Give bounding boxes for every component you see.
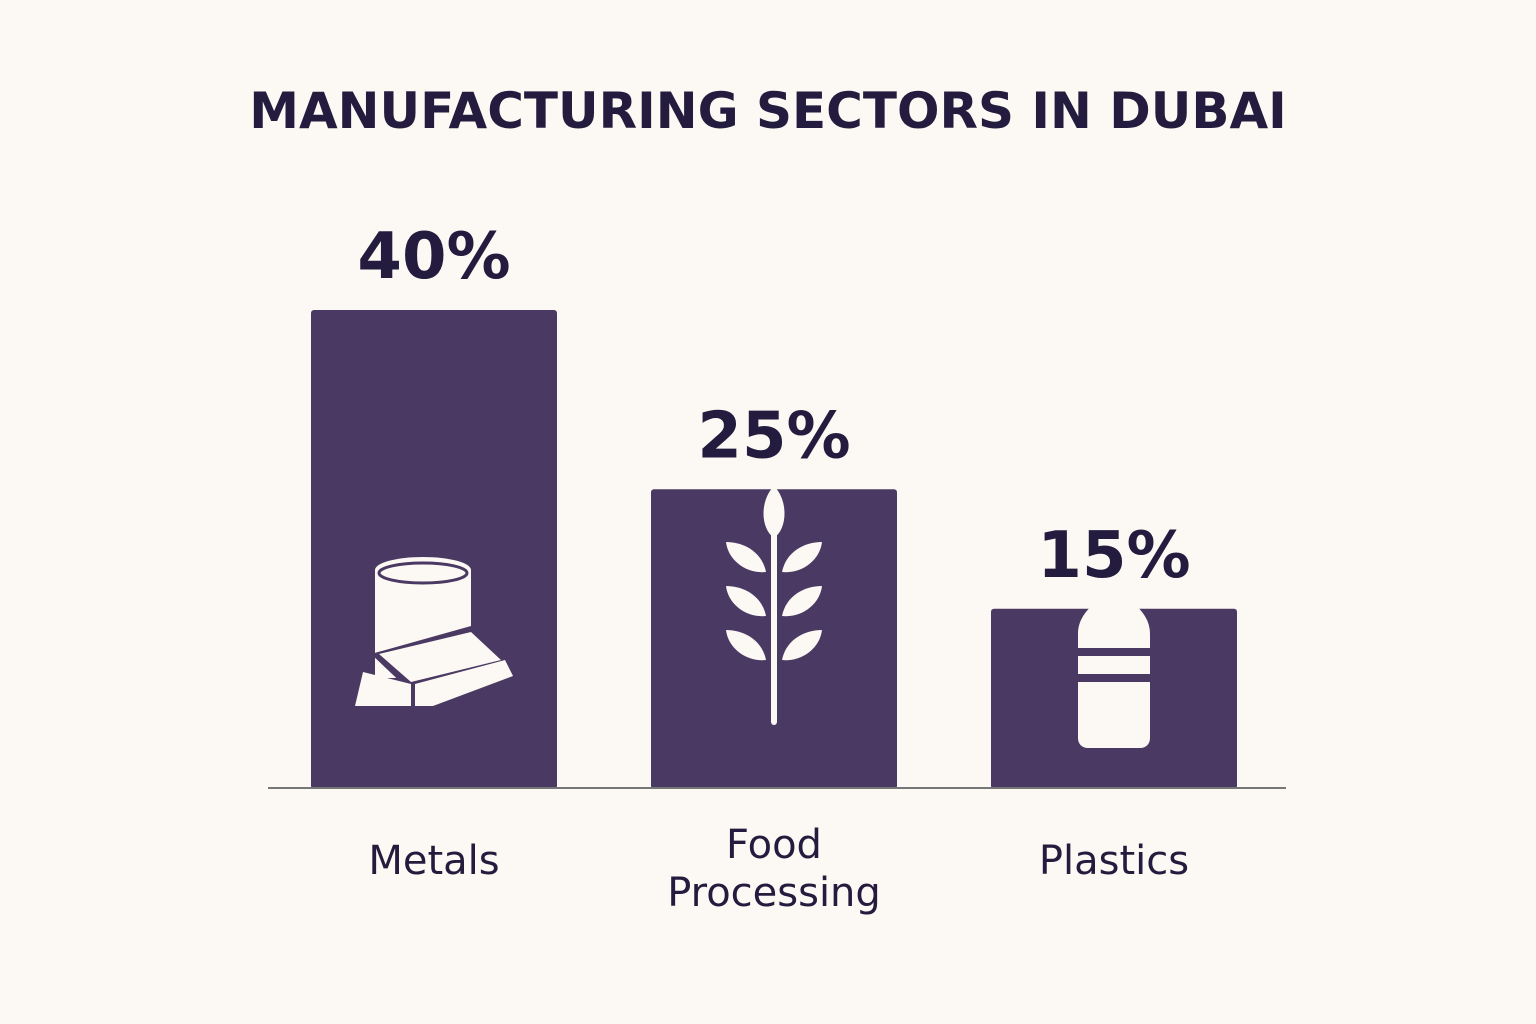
chart-title: MANUFACTURING SECTORS IN DUBAI — [249, 82, 1287, 140]
value-label-metals: 40% — [357, 220, 510, 294]
bottle-icon — [1078, 568, 1150, 748]
category-label-food-processing: Food Processing — [667, 822, 881, 916]
value-label-food-processing: 25% — [697, 399, 850, 473]
value-label-plastics: 15% — [1037, 519, 1190, 593]
bar-metals — [311, 310, 557, 789]
category-label-plastics: Plastics — [1039, 838, 1189, 884]
category-label-metals: Metals — [368, 838, 499, 884]
